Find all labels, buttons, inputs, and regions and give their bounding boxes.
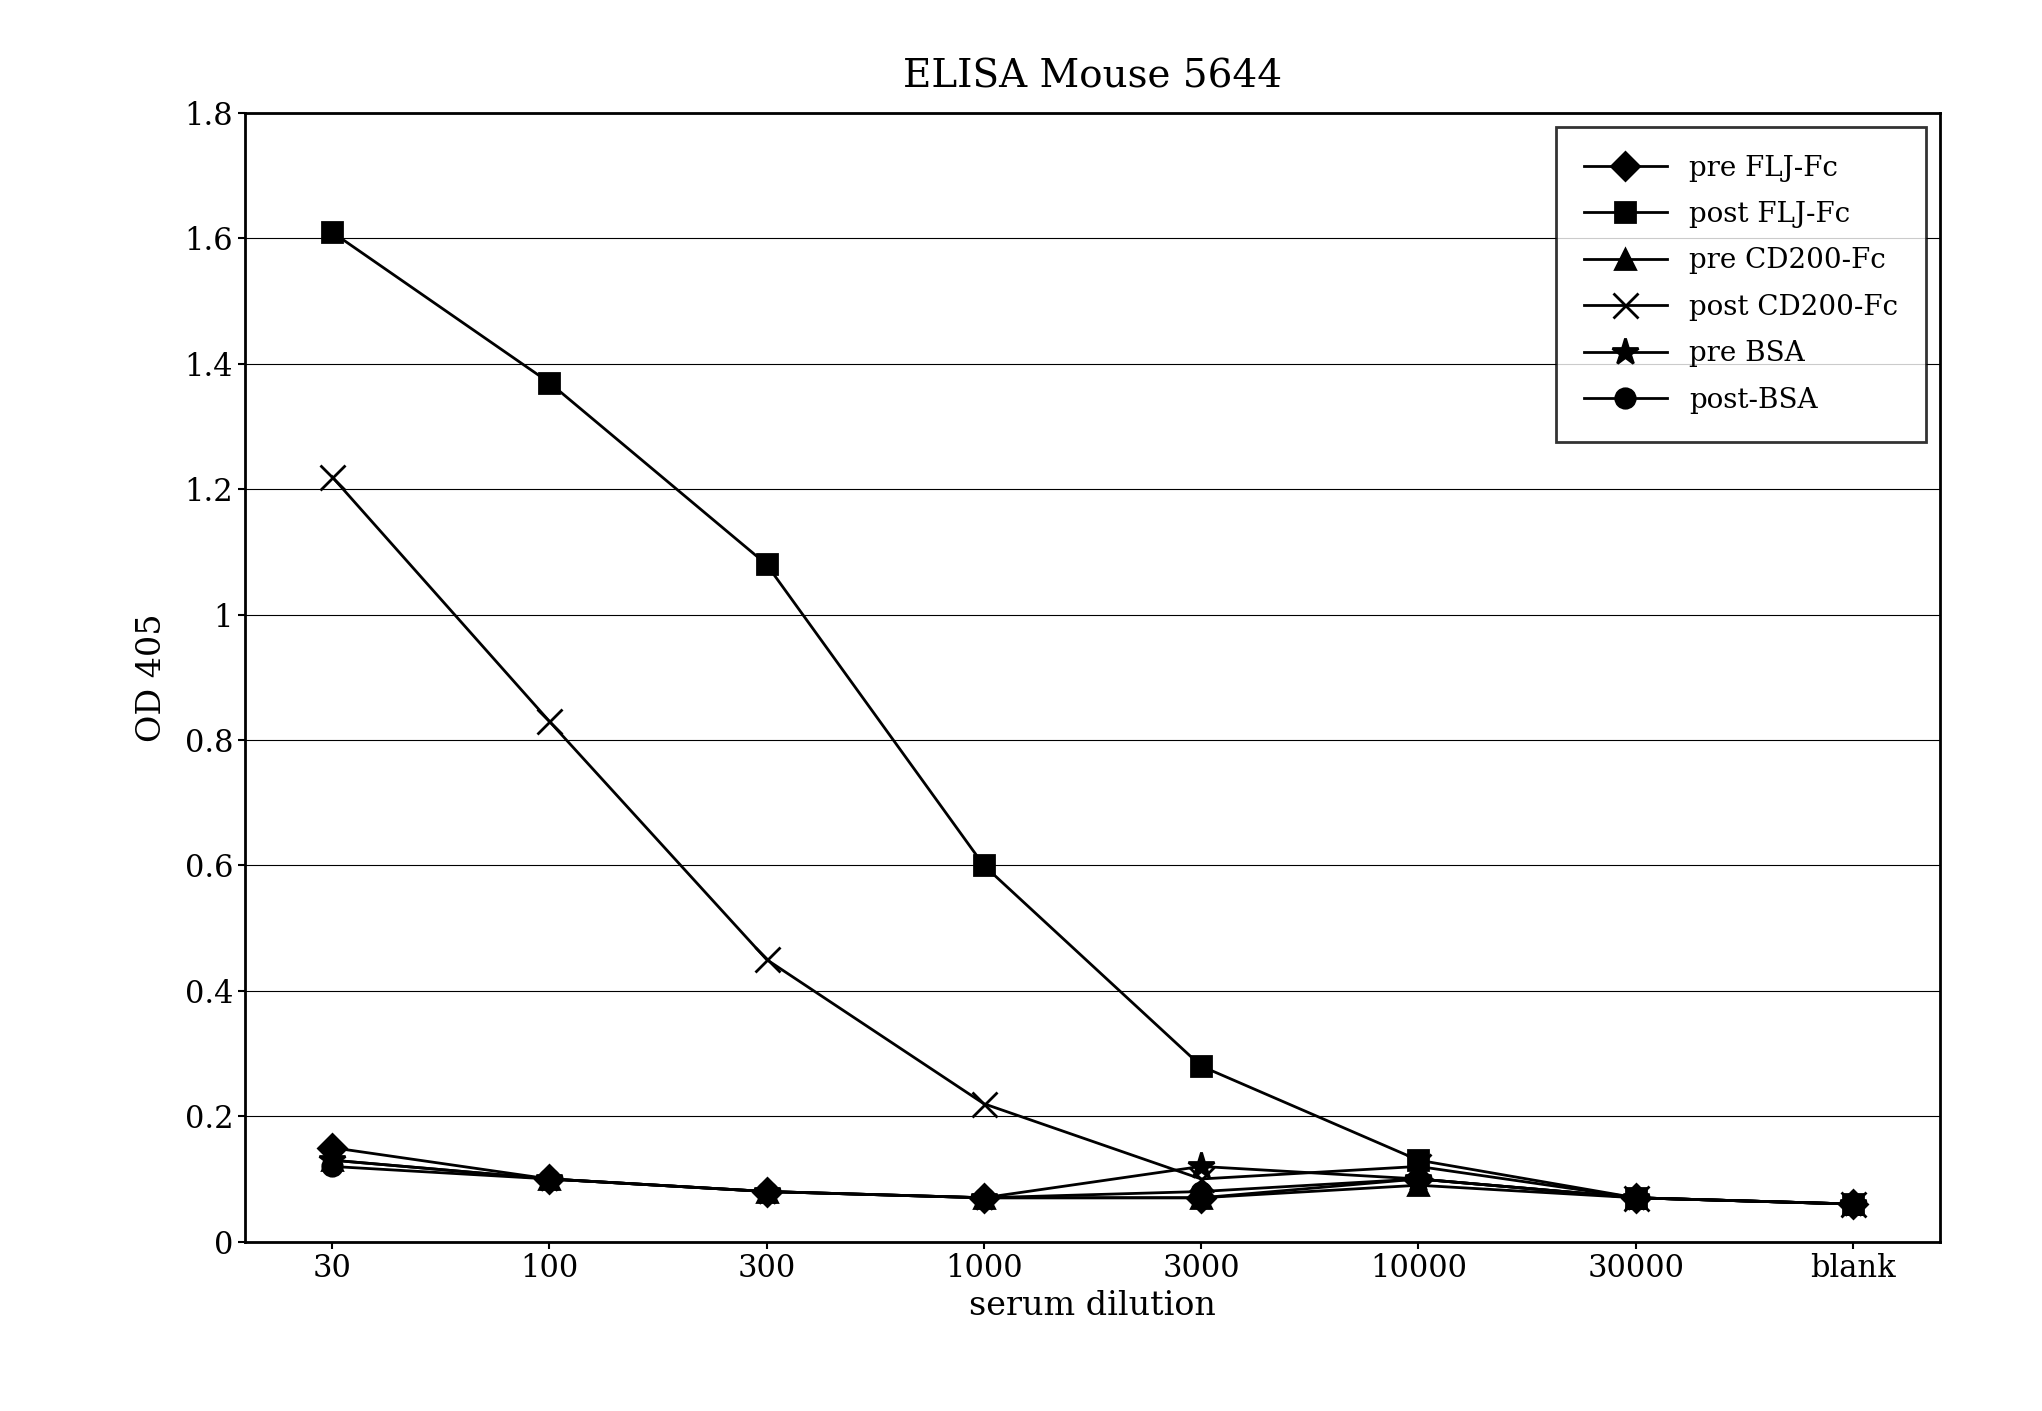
- post-BSA: [321, 1158, 345, 1175]
- pre FLJ-Fc: [1407, 1171, 1431, 1188]
- post FLJ-Fc: [1188, 1058, 1213, 1075]
- post-BSA: [972, 1189, 996, 1206]
- pre FLJ-Fc: [1188, 1189, 1213, 1206]
- post CD200-Fc: [1407, 1158, 1431, 1175]
- pre CD200-Fc: [1623, 1189, 1648, 1206]
- pre CD200-Fc: [321, 1151, 345, 1168]
- post CD200-Fc: [1623, 1189, 1648, 1206]
- pre BSA: [972, 1189, 996, 1206]
- Y-axis label: OD 405: OD 405: [137, 612, 167, 742]
- Line: pre CD200-Fc: pre CD200-Fc: [323, 1150, 1862, 1213]
- post-BSA: [537, 1171, 562, 1188]
- post-BSA: [1623, 1189, 1648, 1206]
- pre FLJ-Fc: [753, 1182, 778, 1199]
- pre BSA: [753, 1182, 778, 1199]
- Line: pre BSA: pre BSA: [319, 1146, 1866, 1218]
- post FLJ-Fc: [1840, 1195, 1864, 1212]
- pre FLJ-Fc: [537, 1171, 562, 1188]
- pre BSA: [1623, 1189, 1648, 1206]
- post-BSA: [753, 1182, 778, 1199]
- post FLJ-Fc: [972, 856, 996, 873]
- pre CD200-Fc: [1840, 1195, 1864, 1212]
- pre FLJ-Fc: [972, 1189, 996, 1206]
- pre BSA: [1840, 1195, 1864, 1212]
- post CD200-Fc: [1188, 1171, 1213, 1188]
- post-BSA: [1188, 1182, 1213, 1199]
- post FLJ-Fc: [1407, 1151, 1431, 1168]
- pre BSA: [1407, 1171, 1431, 1188]
- pre BSA: [321, 1151, 345, 1168]
- Line: pre FLJ-Fc: pre FLJ-Fc: [323, 1137, 1862, 1213]
- post FLJ-Fc: [321, 223, 345, 240]
- post-BSA: [1407, 1171, 1431, 1188]
- Line: post FLJ-Fc: post FLJ-Fc: [323, 223, 1862, 1213]
- pre CD200-Fc: [972, 1189, 996, 1206]
- post CD200-Fc: [321, 468, 345, 485]
- pre FLJ-Fc: [1623, 1189, 1648, 1206]
- pre BSA: [1188, 1158, 1213, 1175]
- pre CD200-Fc: [537, 1171, 562, 1188]
- post FLJ-Fc: [753, 556, 778, 573]
- Line: post CD200-Fc: post CD200-Fc: [319, 464, 1866, 1216]
- Line: post-BSA: post-BSA: [323, 1157, 1862, 1213]
- post FLJ-Fc: [537, 374, 562, 391]
- pre CD200-Fc: [1407, 1177, 1431, 1194]
- post CD200-Fc: [972, 1095, 996, 1112]
- post CD200-Fc: [753, 951, 778, 968]
- pre FLJ-Fc: [1840, 1195, 1864, 1212]
- pre CD200-Fc: [1188, 1189, 1213, 1206]
- post FLJ-Fc: [1623, 1189, 1648, 1206]
- Legend: pre FLJ-Fc, post FLJ-Fc, pre CD200-Fc, post CD200-Fc, pre BSA, post-BSA: pre FLJ-Fc, post FLJ-Fc, pre CD200-Fc, p…: [1556, 127, 1926, 442]
- post CD200-Fc: [1840, 1195, 1864, 1212]
- pre FLJ-Fc: [321, 1139, 345, 1156]
- X-axis label: serum dilution: serum dilution: [970, 1290, 1215, 1322]
- pre BSA: [537, 1171, 562, 1188]
- Title: ELISA Mouse 5644: ELISA Mouse 5644: [903, 59, 1282, 96]
- post-BSA: [1840, 1195, 1864, 1212]
- pre CD200-Fc: [753, 1182, 778, 1199]
- post CD200-Fc: [537, 713, 562, 729]
